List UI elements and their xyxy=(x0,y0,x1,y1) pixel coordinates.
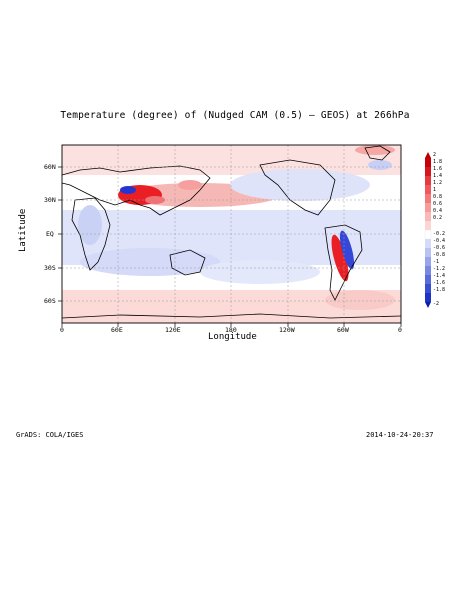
colorbar-label: 0.4 xyxy=(433,208,443,214)
patch-satl-warm xyxy=(325,290,395,310)
gridlines xyxy=(62,145,401,323)
colorbar-label: 1.8 xyxy=(433,159,443,165)
map-title: Temperature (degree) of (Nudged CAM (0.5… xyxy=(60,110,410,121)
patch-andes-cool xyxy=(339,230,355,270)
coast-eurasia xyxy=(61,165,211,216)
colorbar-label: -0.8 xyxy=(433,252,446,258)
patch-arctic-warm xyxy=(62,145,401,175)
colorbar-label: 0.6 xyxy=(433,201,443,207)
patch-greenland-warm xyxy=(355,145,395,155)
patch-china-warm xyxy=(178,180,202,190)
colorbar-label: -1 xyxy=(433,259,440,265)
timestamp: 2014-10-24-20:37 xyxy=(366,431,434,439)
x-tick-label: 120W xyxy=(279,326,295,334)
x-tick-label: 120E xyxy=(165,326,181,334)
coast-south-america xyxy=(324,224,363,301)
colorbar-label: 1.6 xyxy=(433,166,443,172)
colorbar-label: 1.2 xyxy=(433,180,443,186)
colorbar-bottom-arrow xyxy=(425,302,431,308)
grads-credit: GrADS: COLA/IGES xyxy=(16,431,84,439)
coast-antarctica xyxy=(61,313,402,319)
patch-atlantic-cool xyxy=(368,160,392,170)
colorbar-label: 1 xyxy=(433,187,437,193)
x-tick-label: 180 xyxy=(225,326,237,334)
colorbar xyxy=(424,152,432,308)
x-tick-label: 60W xyxy=(337,326,349,334)
colorbar-label: 2 xyxy=(433,152,437,158)
patch-tibet-cool xyxy=(120,186,136,194)
y-tick-label: 30N xyxy=(44,196,56,204)
x-axis-label: Longitude xyxy=(208,332,257,342)
y-tick-label: 30S xyxy=(44,264,56,272)
coastlines xyxy=(61,145,402,319)
x-tick-label: 60E xyxy=(111,326,123,334)
colorbar-label: 0.8 xyxy=(433,194,443,200)
colorbar-label: -0.2 xyxy=(433,231,446,237)
colorbar-label: -1.2 xyxy=(433,266,446,272)
patch-spacific-cool xyxy=(200,260,320,284)
coast-africa xyxy=(71,197,111,271)
coast-greenland xyxy=(364,145,391,161)
field-patches xyxy=(62,145,401,323)
y-axis-label: Latitude xyxy=(18,208,28,252)
x-tick-label: 0 xyxy=(398,326,402,334)
colorbar-label: -0.4 xyxy=(433,238,446,244)
patch-africa-cool xyxy=(78,205,102,245)
colorbar-label: -2 xyxy=(433,301,440,307)
patch-indian-cool xyxy=(80,248,220,276)
y-tick-label: EQ xyxy=(46,230,54,238)
colorbar-label: -1.6 xyxy=(433,280,446,286)
x-tick-label: 0 xyxy=(60,326,64,334)
colorbar-label: -1.4 xyxy=(433,273,446,279)
colorbar-label: -1.8 xyxy=(433,287,446,293)
tick-marks xyxy=(58,166,402,327)
patch-pacific-cool xyxy=(230,169,370,201)
colorbar-label: -0.6 xyxy=(433,245,446,251)
y-tick-label: 60S xyxy=(44,297,56,305)
colorbar-top-arrow xyxy=(425,152,431,158)
y-tick-label: 60N xyxy=(44,163,56,171)
colorbar-label: 0.2 xyxy=(433,215,443,221)
coast-north-america xyxy=(259,159,336,216)
colorbar-label: 1.4 xyxy=(433,173,443,179)
